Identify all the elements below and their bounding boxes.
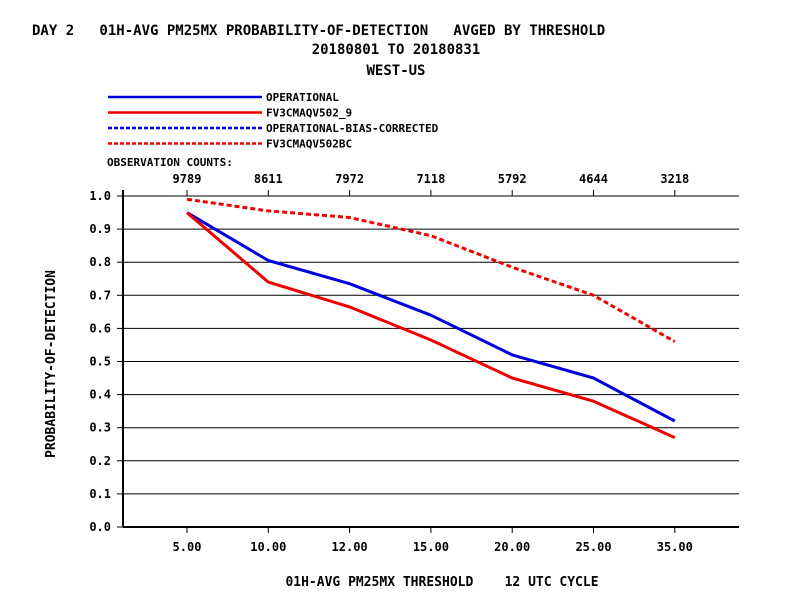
x-tick-label: 25.00 bbox=[575, 540, 611, 554]
observation-count: 4644 bbox=[579, 172, 608, 186]
observation-counts-label: OBSERVATION COUNTS: bbox=[107, 156, 233, 169]
legend-label: OPERATIONAL-BIAS-CORRECTED bbox=[266, 122, 439, 135]
y-tick-label: 0.3 bbox=[89, 421, 111, 435]
series-line-fv3cmaqv502bc bbox=[186, 197, 676, 343]
x-tick-label: 15.00 bbox=[413, 540, 449, 554]
y-tick-label: 0.6 bbox=[89, 321, 111, 335]
y-tick-label: 0.7 bbox=[89, 288, 111, 302]
title-line-1: DAY 2 01H-AVG PM25MX PROBABILITY-OF-DETE… bbox=[32, 23, 605, 39]
x-tick-label: 12.00 bbox=[332, 540, 368, 554]
observation-counts: OBSERVATION COUNTS: 9789 8611 7972 7118 5792… bbox=[107, 156, 689, 186]
x-axis-label: 01H-AVG PM25MX THRESHOLD 12 UTC CYCLE bbox=[285, 575, 598, 590]
observation-count: 8611 bbox=[254, 172, 283, 186]
title-line-3: WEST-US bbox=[366, 63, 425, 79]
y-tick-label: 0.5 bbox=[89, 355, 111, 369]
observation-count: 7118 bbox=[416, 172, 445, 186]
y-axis-label: PROBABILITY-OF-DETECTION bbox=[44, 270, 59, 458]
x-tick-label: 5.00 bbox=[173, 540, 202, 554]
x-tick-label: 10.00 bbox=[250, 540, 286, 554]
axes: 0.0 0.1 0.2 0.3 0.4 0.5 0.6 0.7 0.8 0.9 1.0 5.00 10.… bbox=[89, 189, 739, 554]
legend-label: FV3CMAQV502BC bbox=[266, 138, 352, 151]
y-tick-label: 0.2 bbox=[89, 454, 111, 468]
y-tick-label: 1.0 bbox=[89, 189, 111, 203]
legend: OPERATIONAL FV3CMAQV502_9 OPERATIONAL-BIAS… bbox=[108, 91, 439, 151]
series-lines bbox=[186, 197, 676, 439]
observation-count: 9789 bbox=[173, 172, 202, 186]
y-tick-label: 0.1 bbox=[89, 487, 111, 501]
y-tick-label: 0.9 bbox=[89, 222, 111, 236]
gridlines bbox=[123, 195, 739, 495]
y-tick-label: 0.0 bbox=[89, 520, 111, 534]
observation-count: 3218 bbox=[660, 172, 689, 186]
x-tick-label: 35.00 bbox=[657, 540, 693, 554]
chart-title: DAY 2 01H-AVG PM25MX PROBABILITY-OF-DETE… bbox=[32, 23, 605, 79]
observation-count: 5792 bbox=[498, 172, 527, 186]
series-line-operational bbox=[186, 211, 676, 423]
observation-count: 7972 bbox=[335, 172, 364, 186]
legend-label: FV3CMAQV502_9 bbox=[266, 107, 352, 120]
y-tick-label: 0.4 bbox=[89, 388, 111, 402]
x-tick-label: 20.00 bbox=[494, 540, 530, 554]
legend-label: OPERATIONAL bbox=[266, 91, 339, 104]
series-line-fv3cmaqv502-9 bbox=[186, 211, 676, 439]
y-tick-label: 0.8 bbox=[89, 255, 111, 269]
title-line-2: 20180801 TO 20180831 bbox=[312, 42, 481, 58]
